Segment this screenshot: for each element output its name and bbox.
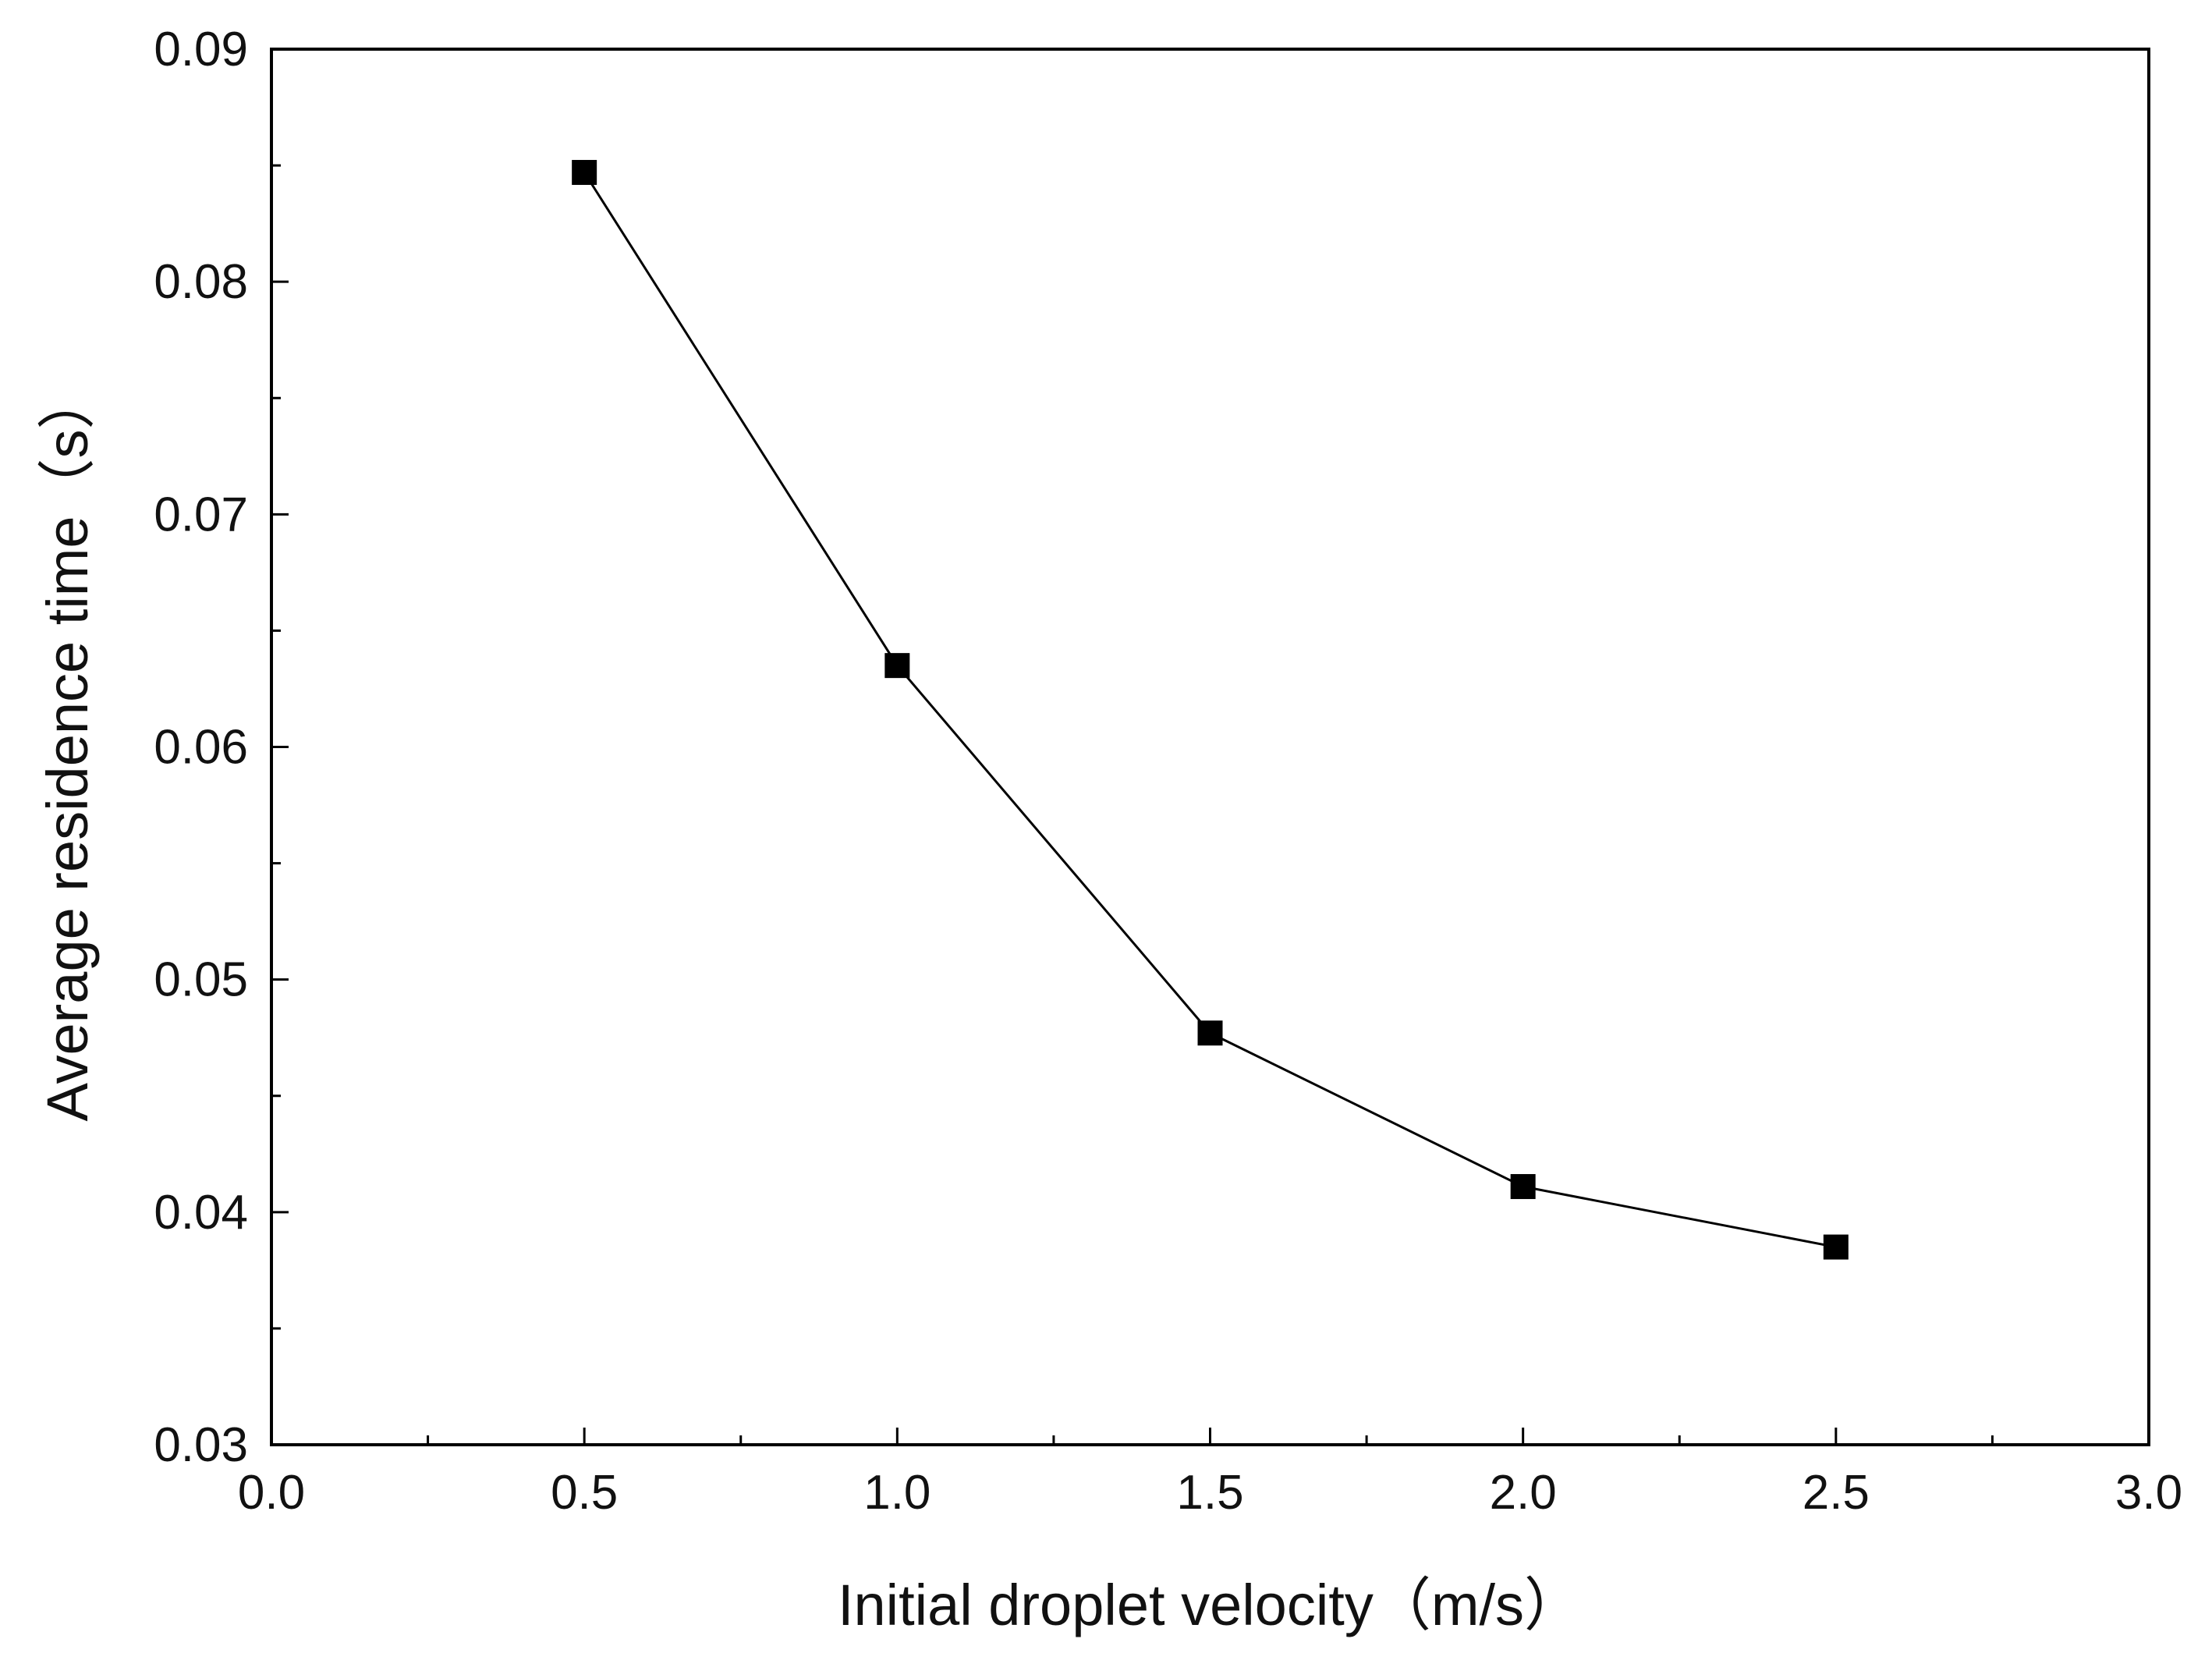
x-tick-label: 1.0 — [863, 1466, 931, 1520]
y-tick-label: 0.06 — [154, 721, 248, 775]
y-axis-tick-labels: 0.03 0.04 0.05 0.06 0.07 0.08 0.09 — [154, 23, 248, 1472]
y-tick-label: 0.05 — [154, 953, 248, 1007]
data-point-marker — [1823, 1234, 1849, 1260]
x-tick-label: 2.0 — [1490, 1466, 1557, 1520]
x-tick-label: 3.0 — [2115, 1466, 2182, 1520]
data-point-marker — [884, 653, 910, 679]
y-tick-label: 0.07 — [154, 488, 248, 541]
y-axis-ticks — [271, 48, 289, 1446]
x-tick-label: 0.5 — [551, 1466, 618, 1520]
x-axis-title: Initial droplet velocity（m/s） — [838, 1573, 1582, 1637]
x-tick-label: 0.0 — [238, 1466, 305, 1520]
x-tick-label: 2.5 — [1803, 1466, 1870, 1520]
y-tick-label: 0.08 — [154, 255, 248, 309]
x-axis-ticks — [270, 1428, 2150, 1445]
x-axis-tick-labels: 0.0 0.5 1.0 1.5 2.0 2.5 3.0 — [238, 1466, 2182, 1520]
series-layer — [572, 160, 1849, 1260]
plot-frame — [270, 48, 2150, 1446]
x-tick-label: 1.5 — [1176, 1466, 1243, 1520]
y-tick-label: 0.09 — [154, 23, 248, 76]
data-point-marker — [1510, 1174, 1536, 1200]
y-tick-label: 0.03 — [154, 1418, 248, 1472]
data-point-marker — [572, 160, 597, 186]
y-tick-label: 0.04 — [154, 1186, 248, 1240]
series-line — [583, 172, 1837, 1249]
data-point-marker — [1197, 1020, 1223, 1046]
y-axis-title: Average residence time（s） — [35, 371, 100, 1121]
